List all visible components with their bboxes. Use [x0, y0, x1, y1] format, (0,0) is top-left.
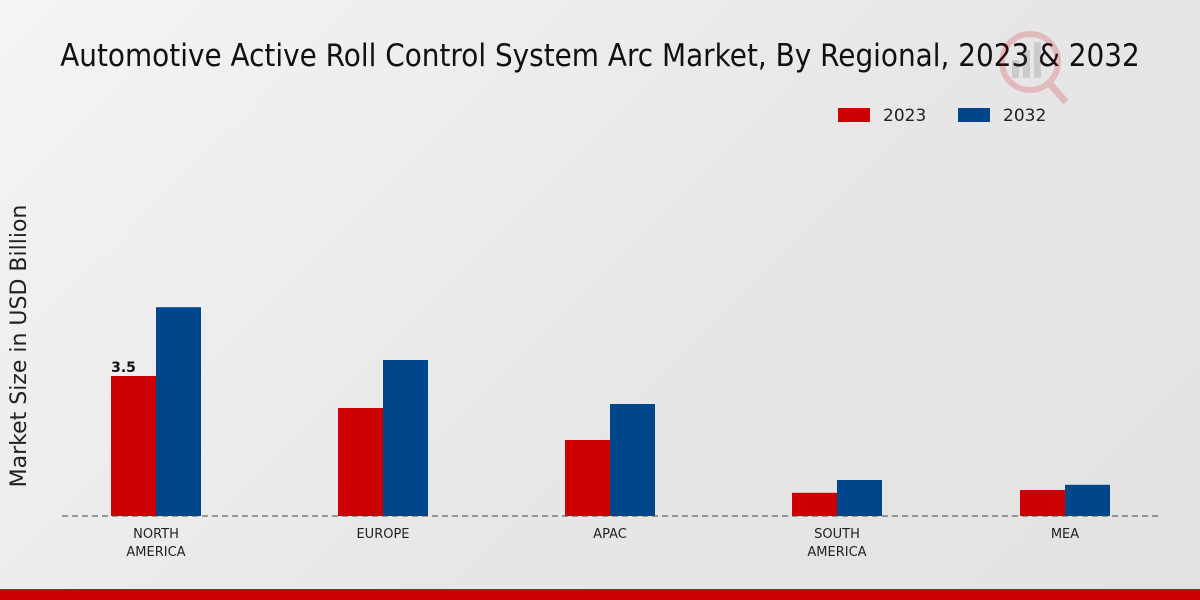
bar-2032-0: [156, 307, 201, 516]
x-tick-label: APAC: [593, 527, 627, 542]
legend-swatch-2023: [838, 108, 870, 122]
bar-2023-0: [111, 376, 156, 516]
chart-title: Automotive Active Roll Control System Ar…: [60, 38, 1140, 74]
x-tick-label: MEA: [1051, 527, 1079, 542]
x-tick-label: SOUTH AMERICA: [807, 527, 866, 560]
footer-accent-bar: [0, 589, 1200, 600]
legend-label-2023: 2023: [883, 106, 926, 126]
legend-swatch-2032: [958, 108, 990, 122]
x-tick-label: EUROPE: [356, 527, 409, 542]
legend-label-2032: 2032: [1003, 106, 1046, 126]
bar-2032-2: [610, 404, 655, 516]
bar-2023-2: [565, 440, 610, 516]
bar-2032-3: [837, 480, 882, 516]
watermark-logo: [999, 31, 1069, 105]
bar-2023-1: [338, 408, 383, 516]
bar-2032-1: [383, 360, 428, 516]
data-label: 3.5: [111, 360, 136, 376]
bar-2032-4: [1065, 484, 1110, 516]
x-tick-label: NORTH AMERICA: [126, 527, 185, 560]
bar-2023-3: [792, 492, 837, 516]
y-axis-label: Market Size in USD Billion: [7, 205, 32, 488]
bar-2023-4: [1020, 490, 1065, 516]
